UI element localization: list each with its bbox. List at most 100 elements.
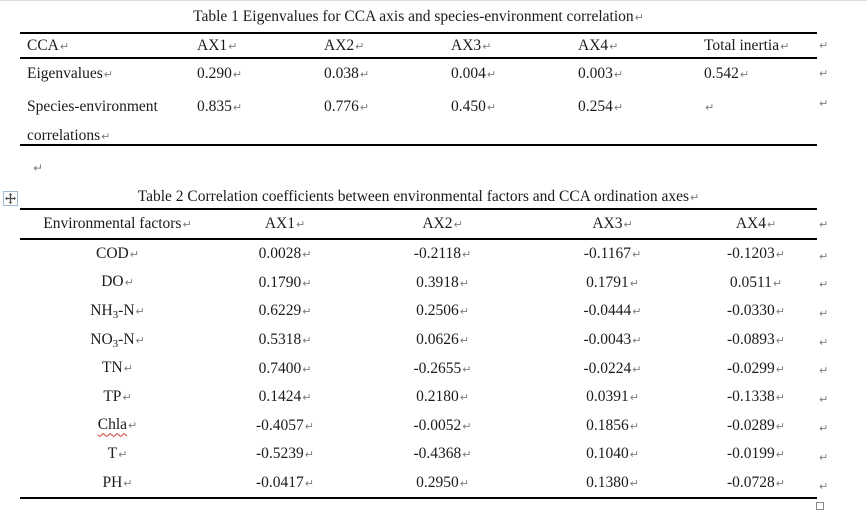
paragraph-mark-icon: ↵ <box>295 218 306 231</box>
value-cell[interactable]: 0.2950↵ <box>416 474 469 492</box>
table1-cell[interactable]: 0.776↵ <box>324 98 370 115</box>
paragraph-mark-icon: ↵ <box>135 333 145 347</box>
table2-header-cell[interactable]: AX2↵ <box>422 215 463 232</box>
value-cell[interactable]: 0.0511↵ <box>729 273 783 291</box>
factor-cell[interactable]: TN↵ <box>102 359 133 377</box>
value-cell[interactable]: 0.0391↵ <box>586 388 639 406</box>
paragraph-mark-icon: ↵ <box>302 248 312 262</box>
value-cell[interactable]: -0.0444↵ <box>583 302 642 320</box>
table1-title[interactable]: Table 1 Eigenvalues for CCA axis and spe… <box>20 8 817 26</box>
value-cell[interactable]: 0.0028↵ <box>258 245 312 263</box>
value-cell[interactable]: 0.2180↵ <box>416 388 469 406</box>
paragraph-mark-icon: ↵ <box>59 39 70 53</box>
value-cell[interactable]: -0.2655↵ <box>413 359 472 377</box>
paragraph-mark-icon: ↵ <box>613 68 624 81</box>
value-cell[interactable]: -0.0289↵ <box>726 416 785 434</box>
table2-row-cod: COD↵ 0.0028↵ -0.2118↵ -0.1167↵ -0.1203↵ <box>20 240 817 269</box>
table1-cell[interactable]: 0.450↵ <box>451 98 497 115</box>
value-cell[interactable]: 0.0626↵ <box>416 331 469 349</box>
factor-cell[interactable]: COD↵ <box>96 244 139 262</box>
table1-header-cell[interactable]: CCA↵ <box>27 36 70 54</box>
paragraph-mark-icon: ↵ <box>609 39 619 53</box>
value-cell[interactable]: -0.0199↵ <box>726 445 785 463</box>
table2-header-cell[interactable]: AX1↵ <box>264 215 306 232</box>
paragraph-mark-icon: ↵ <box>629 477 639 491</box>
value-cell[interactable]: 0.1424↵ <box>258 388 312 406</box>
table1-header-cell[interactable]: AX1↵ <box>197 36 238 54</box>
value-cell[interactable]: -0.1338↵ <box>726 388 785 406</box>
table1-cell[interactable]: Species-environment correlations↵ <box>27 98 158 144</box>
table1-cell[interactable]: 0.835↵ <box>197 98 243 115</box>
paragraph-mark-icon: ↵ <box>459 276 469 290</box>
table2-header-cell[interactable]: AX4↵ <box>735 215 777 232</box>
table2-header-cell[interactable]: AX3↵ <box>592 215 633 232</box>
table2-row-do: DO↵ 0.1790↵ 0.3918↵ 0.1791↵ 0.0511↵ <box>20 269 817 298</box>
value-cell[interactable]: 0.1856↵ <box>586 416 639 434</box>
table1-cell[interactable]: 0.290↵ <box>197 65 243 82</box>
value-cell[interactable]: -0.0893↵ <box>726 331 785 349</box>
table2[interactable]: Environmental factors↵ AX1↵ AX2↵ AX3↵ AX… <box>20 208 817 500</box>
factor-cell[interactable]: PH↵ <box>102 473 133 491</box>
value-cell[interactable]: -0.0224↵ <box>583 359 642 377</box>
table1-cell[interactable]: 0.004↵ <box>451 65 497 82</box>
table1-cell[interactable]: 0.542↵ <box>704 65 750 82</box>
table1-header-cell[interactable]: AX3↵ <box>451 36 492 54</box>
value-cell[interactable]: 0.1380↵ <box>586 474 639 492</box>
table1-cell[interactable]: 0.003↵ <box>578 65 624 82</box>
paragraph-mark-icon: ↵ <box>739 68 750 81</box>
row-end-mark-icon: ↵ <box>819 393 829 406</box>
paragraph-mark-icon: ↵ <box>129 247 139 261</box>
factor-cell[interactable]: DO↵ <box>101 273 134 291</box>
value-cell[interactable]: 0.1791↵ <box>586 273 639 291</box>
value-cell[interactable]: -0.4057↵ <box>255 416 314 434</box>
factor-cell[interactable]: TP↵ <box>103 387 132 405</box>
paragraph-mark-icon: ↵ <box>123 476 133 490</box>
value-cell[interactable]: -0.1167↵ <box>583 245 642 263</box>
table2-header-row: Environmental factors↵ AX1↵ AX2↵ AX3↵ AX… <box>20 210 817 240</box>
value-cell[interactable]: -0.2118↵ <box>413 245 472 263</box>
table-resize-handle[interactable] <box>816 502 824 510</box>
value-cell[interactable]: -0.0052↵ <box>413 416 472 434</box>
table1-cell[interactable]: ↵ <box>704 92 817 122</box>
table1-header-cell[interactable]: AX2↵ <box>324 36 365 54</box>
paragraph-mark-icon: ↵ <box>775 305 785 319</box>
table-move-handle[interactable] <box>3 191 18 206</box>
value-cell[interactable]: -0.0299↵ <box>726 359 785 377</box>
paragraph-mark-icon: ↵ <box>632 362 642 376</box>
table1-cell[interactable]: Eigenvalues↵ <box>27 65 113 82</box>
paragraph-mark-icon: ↵ <box>623 218 633 231</box>
value-cell[interactable]: -0.4368↵ <box>413 445 472 463</box>
value-cell[interactable]: 0.1040↵ <box>586 445 639 463</box>
table1-cell[interactable]: 0.038↵ <box>324 65 370 82</box>
value-cell[interactable]: 0.5318↵ <box>258 331 312 349</box>
table1[interactable]: CCA↵ AX1↵ AX2↵ AX3↵ AX4↵ Total inertia↵ … <box>20 32 817 146</box>
row-end-mark-icon: ↵ <box>819 39 829 52</box>
value-cell[interactable]: -0.1203↵ <box>726 245 785 263</box>
paragraph-mark-icon: ↵ <box>772 276 783 290</box>
factor-cell[interactable]: Chla↵ <box>20 416 215 435</box>
paragraph-mark-icon: ↵ <box>462 248 472 262</box>
table2-title[interactable]: Table 2 Correlation coefficients between… <box>20 188 817 206</box>
factor-cell[interactable]: T↵ <box>107 444 128 462</box>
value-cell[interactable]: 0.2506↵ <box>416 302 469 320</box>
value-cell[interactable]: 0.6229↵ <box>258 302 312 320</box>
value-cell[interactable]: 0.3918↵ <box>416 273 469 291</box>
factor-cell[interactable]: NH3-N↵ <box>90 301 145 321</box>
value-cell[interactable]: -0.0417↵ <box>255 474 314 492</box>
factor-cell[interactable]: NO3-N↵ <box>90 330 145 350</box>
value-cell[interactable]: -0.5239↵ <box>255 445 314 463</box>
value-cell[interactable]: -0.0043↵ <box>583 331 642 349</box>
paragraph-mark-icon: ↵ <box>629 276 639 290</box>
paragraph-mark-icon: ↵ <box>123 362 133 376</box>
paragraph-mark-icon[interactable]: ↵ <box>33 161 44 175</box>
value-cell[interactable]: -0.0330↵ <box>726 302 785 320</box>
table1-cell[interactable]: 0.254↵ <box>578 98 624 115</box>
paragraph-mark-icon: ↵ <box>766 218 777 231</box>
value-cell[interactable]: 0.1790↵ <box>258 273 312 291</box>
value-cell[interactable]: 0.7400↵ <box>258 359 312 377</box>
value-cell[interactable]: -0.0728↵ <box>726 474 785 492</box>
paragraph-mark-icon: ↵ <box>775 334 785 348</box>
table1-header-cell[interactable]: Total inertia↵ <box>704 36 790 54</box>
table2-header-cell[interactable]: Environmental factors↵ <box>43 215 192 232</box>
table1-header-cell[interactable]: AX4↵ <box>578 36 619 54</box>
